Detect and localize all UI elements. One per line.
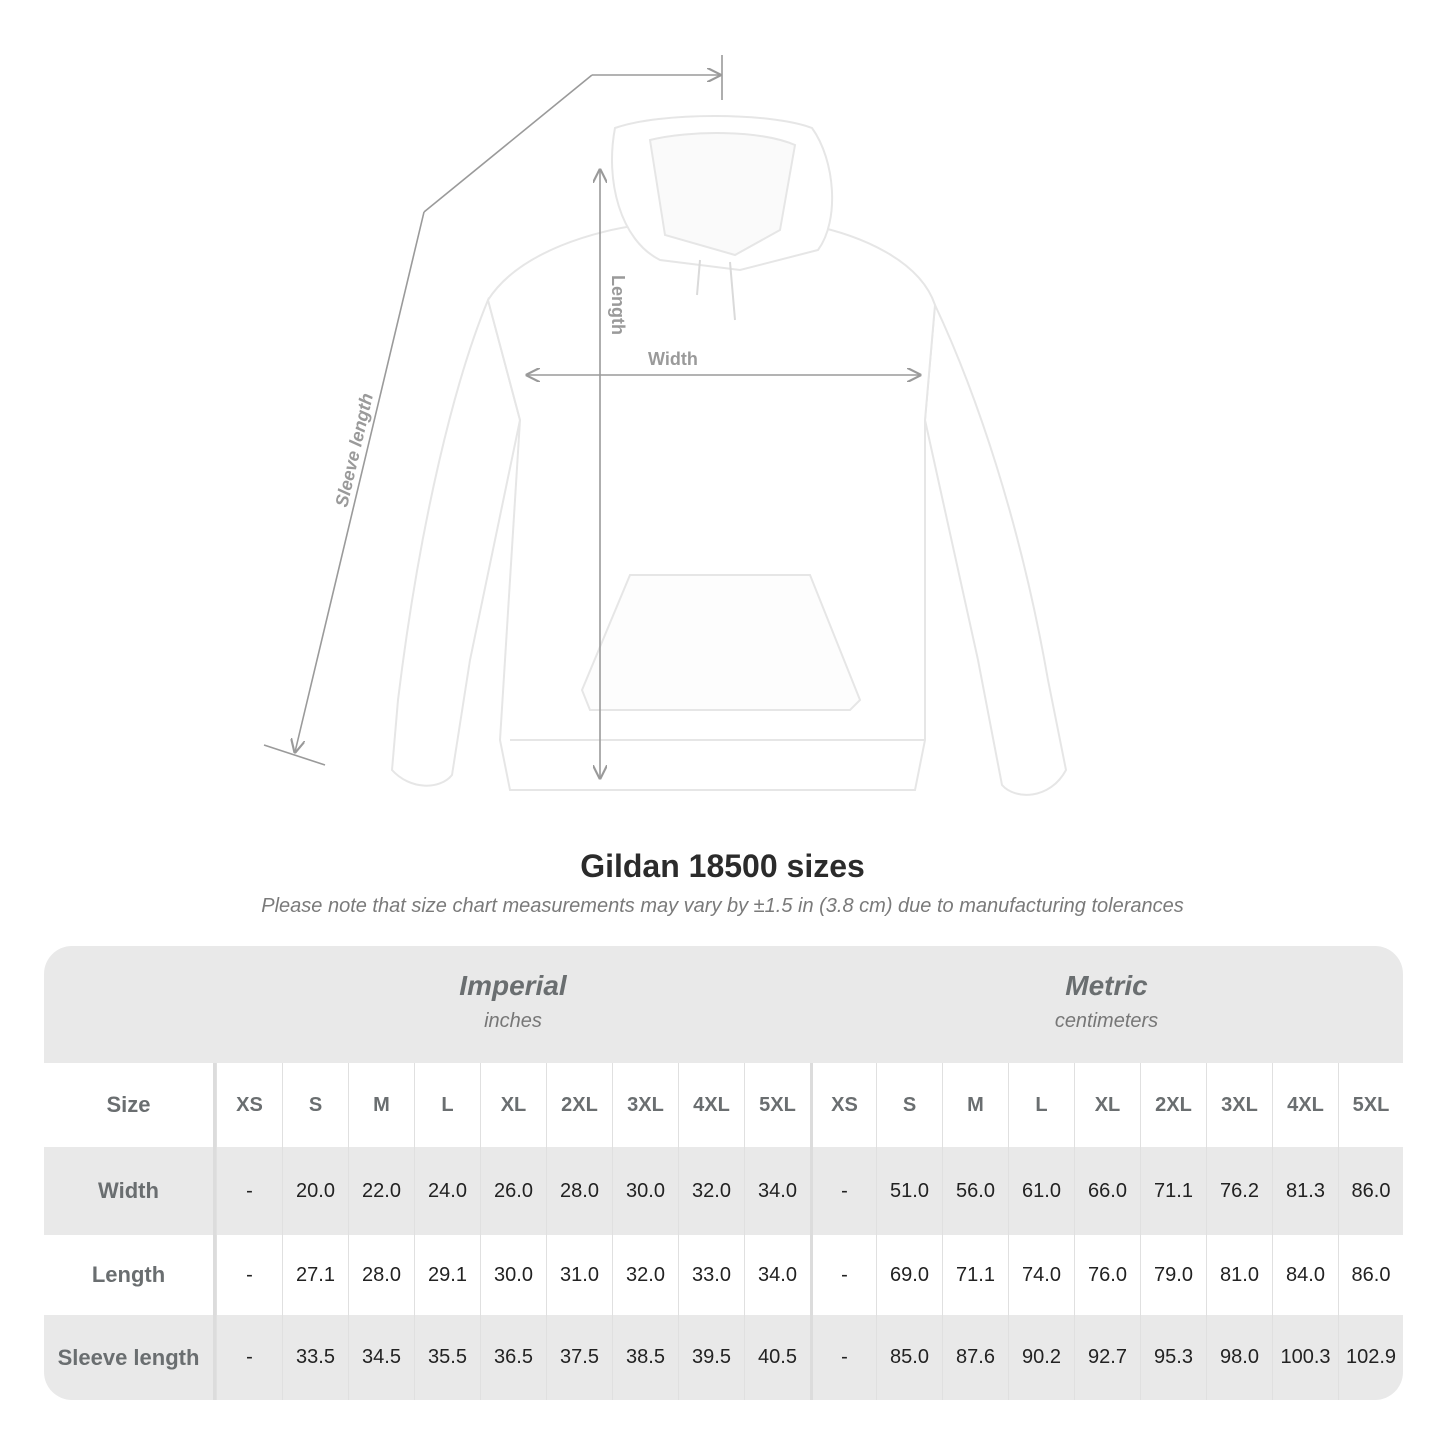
length-label: Length — [608, 275, 628, 335]
metric-cell: 81.3 — [1272, 1147, 1338, 1235]
imperial-title: Imperial — [459, 970, 567, 1001]
table-row: Sleeve length -33.5 34.5 35.5 36.5 37.5 38.5 39… — [44, 1315, 1403, 1400]
size-header-cell: 5XL — [1338, 1063, 1403, 1147]
metric-cell: 71.1 — [1140, 1147, 1206, 1235]
size-header-cell: S — [282, 1063, 348, 1147]
imperial-cell: 31.0 — [546, 1235, 612, 1315]
imperial-cell: - — [216, 1235, 282, 1315]
tolerance-note: Please note that size chart measurements… — [261, 895, 1184, 917]
metric-cell: 92.7 — [1074, 1315, 1140, 1400]
measurement-lines — [263, 55, 920, 778]
imperial-cell: 36.5 — [480, 1315, 546, 1400]
size-table: Imperial inches Metric centimeters Size X… — [44, 946, 1403, 1400]
size-header-cell: M — [348, 1063, 414, 1147]
size-header-cell: 4XL — [678, 1063, 744, 1147]
metric-cell: - — [810, 1315, 876, 1400]
metric-cell: 87.6 — [942, 1315, 1008, 1400]
metric-cell: - — [810, 1235, 876, 1315]
imperial-cell: 33.0 — [678, 1235, 744, 1315]
page-title: Gildan 18500 sizes — [580, 848, 865, 884]
metric-cell: 69.0 — [876, 1235, 942, 1315]
metric-cell: 95.3 — [1140, 1315, 1206, 1400]
size-header-cell: XL — [1074, 1063, 1140, 1147]
metric-cell: 74.0 — [1008, 1235, 1074, 1315]
imperial-cell: 39.5 — [678, 1315, 744, 1400]
imperial-cell: 27.1 — [282, 1235, 348, 1315]
sleeve-line-arm — [295, 211, 425, 752]
size-header-cell: 2XL — [546, 1063, 612, 1147]
size-header-cell: 2XL — [1140, 1063, 1206, 1147]
table-row: Length -27.1 28.0 29.1 30.0 31.0 32.0 33.0 34.0-… — [44, 1235, 1403, 1315]
hoodie-image — [390, 115, 1068, 796]
imperial-cell: - — [216, 1147, 282, 1235]
metric-cell: 100.3 — [1272, 1315, 1338, 1400]
size-header-cell: M — [942, 1063, 1008, 1147]
imperial-cell: 30.0 — [612, 1147, 678, 1235]
metric-cell: 84.0 — [1272, 1235, 1338, 1315]
hoodie-measurement-diagram: Length Width Sleeve length — [263, 55, 1068, 796]
metric-cell: 86.0 — [1338, 1147, 1403, 1235]
imperial-cell: 29.1 — [414, 1235, 480, 1315]
size-header-cell: 5XL — [744, 1063, 810, 1147]
imperial-cell: 28.0 — [348, 1235, 414, 1315]
metric-cell: 86.0 — [1338, 1235, 1403, 1315]
size-header-cell: 4XL — [1272, 1063, 1338, 1147]
size-header-row: Size XS S M L XL 2XL 3XL 4XL 5XL XS S M L XL 2XL 3XL 4XL 5… — [44, 1063, 1403, 1147]
imperial-cell: 40.5 — [744, 1315, 810, 1400]
imperial-header: Imperial inches — [216, 946, 810, 1063]
metric-cell: 76.0 — [1074, 1235, 1140, 1315]
imperial-cell: 33.5 — [282, 1315, 348, 1400]
imperial-cell: 32.0 — [612, 1235, 678, 1315]
imperial-cell: 38.5 — [612, 1315, 678, 1400]
imperial-cell: 35.5 — [414, 1315, 480, 1400]
size-header-cell: L — [1008, 1063, 1074, 1147]
size-header-cell: S — [876, 1063, 942, 1147]
imperial-cell: 22.0 — [348, 1147, 414, 1235]
table-row: Width -20.0 22.0 24.0 26.0 28.0 30.0 32.0 34.0-5… — [44, 1147, 1403, 1235]
metric-cell: 66.0 — [1074, 1147, 1140, 1235]
metric-cell: 79.0 — [1140, 1235, 1206, 1315]
metric-cell: 98.0 — [1206, 1315, 1272, 1400]
metric-cell: 71.1 — [942, 1235, 1008, 1315]
imperial-cell: 32.0 — [678, 1147, 744, 1235]
metric-unit: centimeters — [1054, 1010, 1159, 1032]
size-header-cell: XS — [216, 1063, 282, 1147]
sleeve-bottom-tick — [263, 744, 326, 766]
imperial-cell: - — [216, 1315, 282, 1400]
metric-cell: 51.0 — [876, 1147, 942, 1235]
row-label: Width — [44, 1147, 216, 1235]
metric-cell: 102.9 — [1338, 1315, 1403, 1400]
size-header-cell: XS — [810, 1063, 876, 1147]
metric-cell: 85.0 — [876, 1315, 942, 1400]
metric-cell: 76.2 — [1206, 1147, 1272, 1235]
sleeve-line-shoulder — [423, 74, 593, 213]
metric-cell: - — [810, 1147, 876, 1235]
imperial-cell: 20.0 — [282, 1147, 348, 1235]
size-header-cell: XL — [480, 1063, 546, 1147]
width-label: Width — [648, 349, 698, 369]
metric-cell: 56.0 — [942, 1147, 1008, 1235]
imperial-unit: inches — [484, 1010, 542, 1032]
size-header-cell: 3XL — [612, 1063, 678, 1147]
row-label: Sleeve length — [44, 1315, 216, 1400]
row-label: Length — [44, 1235, 216, 1315]
table-header-band — [44, 946, 1403, 1063]
metric-title: Metric — [1065, 970, 1148, 1001]
size-header-cell: L — [414, 1063, 480, 1147]
imperial-cell: 24.0 — [414, 1147, 480, 1235]
size-header-cell: 3XL — [1206, 1063, 1272, 1147]
sleeve-length-label: Sleeve length — [331, 391, 377, 509]
metric-header: Metric centimeters — [810, 946, 1403, 1063]
imperial-cell: 28.0 — [546, 1147, 612, 1235]
imperial-cell: 34.5 — [348, 1315, 414, 1400]
imperial-cell: 34.0 — [744, 1147, 810, 1235]
row-label: Size — [44, 1063, 216, 1147]
imperial-cell: 26.0 — [480, 1147, 546, 1235]
imperial-cell: 30.0 — [480, 1235, 546, 1315]
imperial-cell: 34.0 — [744, 1235, 810, 1315]
metric-cell: 61.0 — [1008, 1147, 1074, 1235]
metric-cell: 90.2 — [1008, 1315, 1074, 1400]
metric-cell: 81.0 — [1206, 1235, 1272, 1315]
imperial-cell: 37.5 — [546, 1315, 612, 1400]
